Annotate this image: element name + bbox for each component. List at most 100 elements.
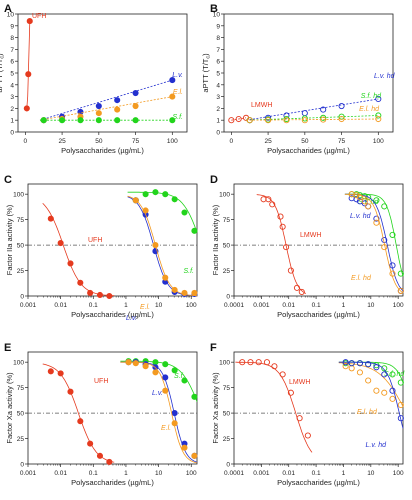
x-tick-label: 100 bbox=[393, 470, 404, 477]
y-tick-label: 2 bbox=[10, 106, 14, 113]
series-label: E.l. bbox=[173, 89, 183, 96]
data-point bbox=[239, 359, 246, 366]
series-label: S.f. bbox=[183, 268, 194, 275]
data-point bbox=[353, 192, 360, 199]
data-point bbox=[365, 361, 372, 368]
series-e-l-hd: E.l. hd bbox=[245, 106, 382, 124]
data-point bbox=[246, 117, 253, 124]
series-label: L.v. hd bbox=[374, 73, 396, 80]
series-label: UFH bbox=[88, 237, 102, 244]
data-point bbox=[389, 387, 396, 394]
series-label: S.f. bbox=[172, 114, 183, 121]
data-point bbox=[125, 359, 132, 366]
y-tick-label: 9 bbox=[10, 23, 14, 30]
y-tick-label: 8 bbox=[216, 35, 220, 42]
data-point bbox=[342, 359, 349, 366]
panel-f: F 0 25 50 75 100 0.0001 0.001 0.01 0.1 1 10 100 Polys… bbox=[210, 342, 405, 487]
data-point bbox=[162, 361, 169, 368]
x-tick-label: 25 bbox=[58, 138, 66, 145]
data-point bbox=[296, 415, 303, 422]
x-tick-label: 0.1 bbox=[312, 302, 321, 309]
plot-frame bbox=[27, 183, 198, 297]
data-point bbox=[381, 365, 388, 372]
data-point bbox=[356, 194, 363, 201]
y-tick-label: 100 bbox=[13, 192, 24, 199]
data-point bbox=[169, 77, 176, 84]
data-point bbox=[373, 364, 380, 371]
data-point bbox=[301, 115, 308, 122]
data-point bbox=[381, 389, 388, 396]
panel-letter: F bbox=[210, 342, 217, 354]
y-tick-label: 75 bbox=[223, 385, 231, 392]
fit-curve bbox=[26, 21, 31, 109]
data-point bbox=[169, 93, 176, 100]
data-point bbox=[279, 223, 286, 230]
fit-curve bbox=[127, 191, 198, 233]
data-point bbox=[381, 371, 388, 378]
y-axis-title-subscript: c bbox=[206, 56, 212, 59]
data-point bbox=[67, 260, 74, 267]
y-axis-title: aPTT (T/Tc) bbox=[201, 53, 212, 93]
y-tick-label: 5 bbox=[216, 71, 220, 78]
data-point bbox=[279, 371, 286, 378]
series-label: E.l. hd bbox=[357, 409, 378, 416]
data-point bbox=[283, 112, 290, 119]
data-point bbox=[181, 444, 188, 451]
data-point bbox=[191, 452, 198, 459]
data-point bbox=[181, 209, 188, 216]
y-tick-label: 7 bbox=[216, 47, 220, 54]
y-tick-label: 75 bbox=[17, 385, 25, 392]
y-axis-title-close: ) bbox=[0, 53, 4, 56]
data-point bbox=[373, 215, 380, 222]
panel-e: E 0 25 50 75 100 0.001 0.01 0.1 1 10 100 Polysacchar… bbox=[4, 342, 198, 487]
data-point bbox=[342, 363, 349, 370]
x-tick-label: 0.0001 bbox=[224, 470, 244, 477]
x-tick-label: 1 bbox=[342, 302, 346, 309]
y-tick-label: 50 bbox=[223, 411, 231, 418]
x-tick-label: 1 bbox=[342, 470, 346, 477]
plot-frame bbox=[27, 351, 198, 465]
y-axis-title-text: Factor IIa activity (%) bbox=[5, 204, 14, 275]
data-point bbox=[271, 363, 278, 370]
data-point bbox=[106, 292, 113, 300]
series-label: E.l. hd bbox=[351, 275, 372, 282]
y-tick-label: 1 bbox=[10, 118, 14, 125]
series-label: UFH bbox=[32, 13, 46, 20]
data-point bbox=[77, 117, 84, 124]
data-point bbox=[95, 102, 102, 110]
data-point bbox=[171, 410, 178, 417]
y-tick-label: 7 bbox=[10, 47, 14, 54]
series-ufh: UFH bbox=[23, 13, 46, 112]
data-point bbox=[152, 242, 159, 249]
data-point bbox=[298, 288, 305, 295]
data-point bbox=[397, 287, 404, 294]
data-point bbox=[397, 415, 404, 422]
x-tick-label: 1 bbox=[124, 302, 128, 309]
series-s-f-hd: S.f. hd bbox=[338, 360, 405, 386]
data-point bbox=[356, 360, 363, 367]
data-point bbox=[47, 368, 54, 375]
y-tick-label: 75 bbox=[17, 217, 25, 224]
data-point bbox=[265, 117, 272, 124]
plot-frame bbox=[17, 13, 188, 133]
series-e-l: E.l. bbox=[127, 195, 198, 311]
data-point bbox=[152, 189, 159, 196]
panel-letter: C bbox=[4, 174, 12, 186]
series-s-f: S.f. bbox=[40, 114, 183, 124]
data-point bbox=[162, 274, 169, 281]
fit-curve bbox=[39, 79, 173, 121]
data-point bbox=[142, 363, 149, 370]
data-point bbox=[389, 231, 396, 238]
data-point bbox=[389, 395, 396, 402]
y-axis-title: Factor Xa activity (%) bbox=[5, 372, 14, 444]
x-tick-label: 50 bbox=[95, 138, 103, 145]
y-axis-title-text: Factor IIa activity (%) bbox=[211, 204, 220, 275]
data-point bbox=[171, 196, 178, 203]
series-label: L.v. hd bbox=[366, 442, 388, 449]
y-axis-title-text: aPTT (T/T bbox=[201, 58, 210, 92]
data-point bbox=[114, 117, 121, 124]
data-point bbox=[320, 116, 327, 123]
x-tick-label: 0.1 bbox=[89, 302, 98, 309]
series-label: L.v. hd bbox=[350, 213, 372, 220]
x-axis-title: Polysaccharides (µg/mL) bbox=[71, 310, 154, 319]
